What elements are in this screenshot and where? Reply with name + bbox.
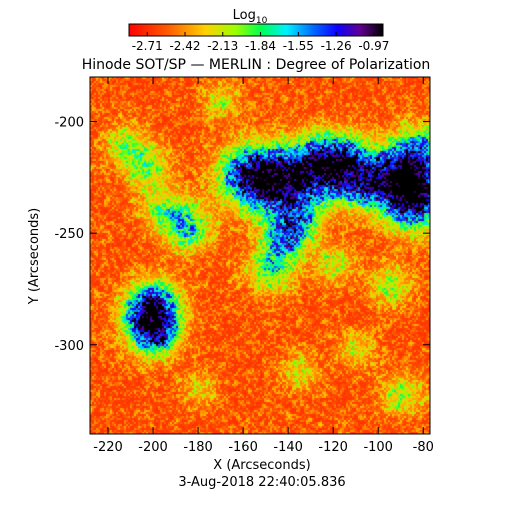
colorbar-tick-label: -2.71	[132, 39, 163, 53]
timestamp: 3-Aug-2018 22:40:05.836	[178, 475, 345, 490]
colorbar-tick-label: -2.42	[169, 39, 200, 53]
x-tick-label: -120	[318, 440, 348, 455]
colorbar-tick-label: -1.26	[321, 39, 352, 53]
y-tick-label: -300	[54, 339, 84, 354]
x-tick-label: -80	[413, 440, 434, 455]
colorbar	[128, 23, 384, 37]
x-tick-label: -100	[363, 440, 393, 455]
y-axis: -200 -250 -300	[54, 116, 430, 354]
y-tick-label: -250	[54, 227, 84, 242]
x-tick-label: -140	[273, 440, 303, 455]
x-axis-label: X (Arcseconds)	[213, 458, 310, 473]
plot-frame	[89, 76, 431, 435]
y-axis-label: Y (Arcseconds)	[27, 208, 42, 305]
chart-title: Hinode SOT/SP — MERLIN : Degree of Polar…	[82, 57, 431, 73]
colorbar-tick-label: -1.55	[283, 39, 314, 53]
x-tick-label: -160	[228, 440, 258, 455]
colorbar-ticks: -2.71 -2.42 -2.13 -1.84 -1.55 -1.26 -0.97	[132, 32, 389, 53]
colorbar-label: Log10	[233, 8, 268, 26]
x-tick-label: -180	[183, 440, 213, 455]
heatmap-image	[90, 77, 430, 434]
colorbar-tick-label: -1.84	[245, 39, 276, 53]
y-tick-label: -200	[54, 116, 84, 131]
x-axis: -220 -200 -180 -160 -140 -120 -100 -80	[93, 77, 434, 455]
x-tick-label: -220	[93, 440, 123, 455]
colorbar-tick-label: -0.97	[358, 39, 389, 53]
colorbar-tick-label: -2.13	[207, 39, 238, 53]
x-tick-label: -200	[138, 440, 168, 455]
